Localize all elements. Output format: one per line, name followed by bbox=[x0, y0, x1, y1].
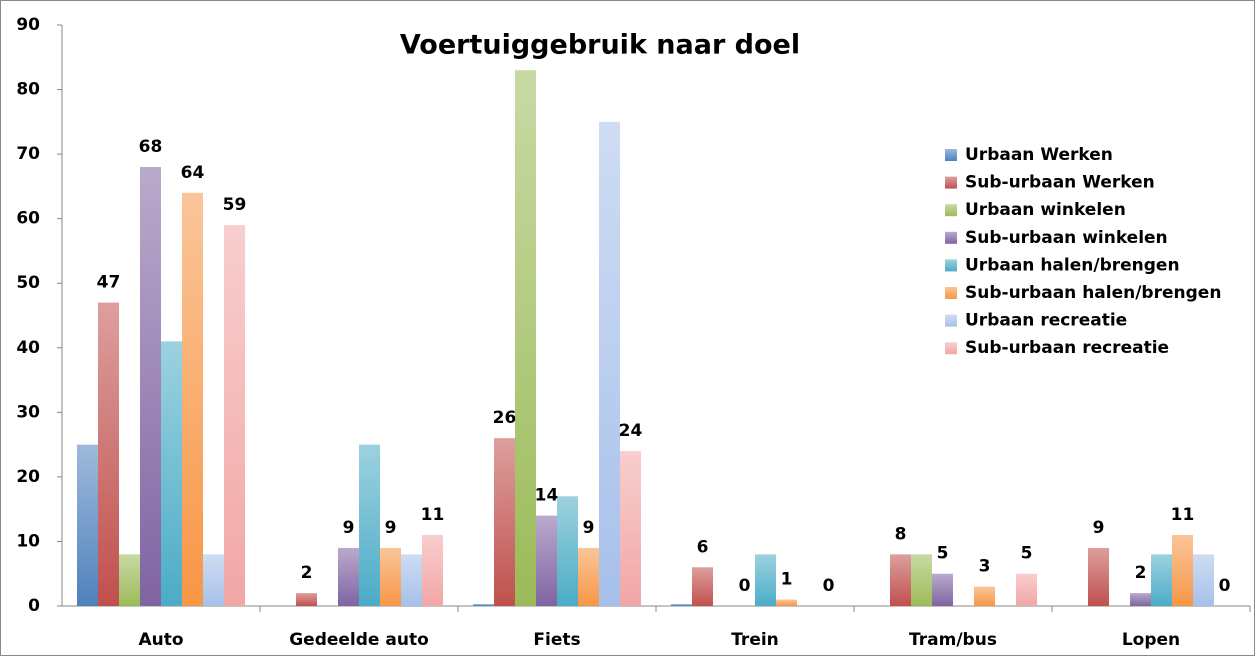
data-label: 9 bbox=[1093, 518, 1105, 538]
data-label: 0 bbox=[739, 576, 751, 596]
data-label: 47 bbox=[97, 273, 121, 293]
x-tick-label: Gedeelde auto bbox=[289, 630, 429, 650]
data-label: 2 bbox=[1135, 563, 1147, 583]
data-label: 9 bbox=[583, 518, 595, 538]
bar bbox=[359, 444, 380, 606]
bar bbox=[911, 554, 932, 606]
data-label: 11 bbox=[421, 505, 445, 525]
legend-swatch bbox=[945, 342, 957, 355]
data-label: 68 bbox=[139, 137, 163, 157]
data-label: 26 bbox=[493, 408, 517, 428]
y-tick-label: 60 bbox=[16, 209, 40, 229]
data-label: 1 bbox=[781, 570, 793, 590]
data-label: 6 bbox=[697, 537, 709, 557]
bar bbox=[974, 586, 995, 606]
bar bbox=[77, 444, 98, 606]
bar bbox=[1016, 573, 1037, 606]
legend-swatch bbox=[945, 149, 957, 161]
bar bbox=[515, 70, 536, 606]
data-label: 64 bbox=[181, 163, 205, 183]
x-tick-label: Trein bbox=[731, 630, 779, 650]
bar bbox=[182, 192, 203, 606]
x-tick-label: Tram/bus bbox=[909, 630, 997, 650]
bar bbox=[494, 438, 515, 606]
data-label: 0 bbox=[1219, 576, 1231, 596]
bar bbox=[338, 547, 359, 606]
data-label: 11 bbox=[1171, 505, 1195, 525]
bar bbox=[473, 604, 494, 606]
bar bbox=[161, 341, 182, 606]
bar bbox=[620, 451, 641, 606]
legend-label: Urbaan halen/brengen bbox=[965, 255, 1180, 275]
x-tick-label: Auto bbox=[138, 630, 183, 650]
y-tick-label: 40 bbox=[16, 338, 40, 358]
legend-swatch bbox=[945, 314, 957, 327]
data-label: 24 bbox=[619, 421, 643, 441]
y-tick-label: 90 bbox=[16, 15, 40, 35]
data-label: 3 bbox=[979, 557, 991, 577]
bar bbox=[776, 599, 797, 606]
data-label: 9 bbox=[343, 518, 355, 538]
y-tick-label: 70 bbox=[16, 144, 40, 164]
x-tick-label: Lopen bbox=[1122, 630, 1180, 650]
bar bbox=[140, 167, 161, 606]
x-tick-label: Fiets bbox=[533, 630, 580, 650]
bar bbox=[536, 515, 557, 606]
bar bbox=[1151, 554, 1172, 606]
bar bbox=[599, 121, 620, 606]
bar bbox=[671, 604, 692, 606]
bar bbox=[1172, 534, 1193, 606]
legend-swatch bbox=[945, 259, 957, 272]
data-label: 59 bbox=[223, 195, 247, 215]
bar bbox=[422, 534, 443, 606]
legend-swatch bbox=[945, 231, 957, 244]
data-label: 14 bbox=[535, 486, 559, 506]
data-label: 2 bbox=[301, 563, 313, 583]
y-tick-label: 10 bbox=[16, 531, 40, 551]
bar bbox=[755, 554, 776, 606]
data-label: 0 bbox=[823, 576, 835, 596]
bar bbox=[296, 593, 317, 606]
legend-label: Sub-urbaan Werken bbox=[965, 173, 1155, 193]
bar bbox=[224, 225, 245, 606]
chart-title: Voertuiggebruik naar doel bbox=[400, 30, 800, 61]
legend-label: Urbaan winkelen bbox=[965, 200, 1126, 220]
bar bbox=[557, 496, 578, 606]
legend-label: Sub-urbaan winkelen bbox=[965, 228, 1168, 248]
legend-swatch bbox=[945, 287, 957, 299]
data-label: 5 bbox=[937, 544, 949, 564]
bar bbox=[890, 554, 911, 606]
legend-swatch bbox=[945, 204, 957, 217]
bar bbox=[1193, 554, 1214, 606]
bar bbox=[1130, 593, 1151, 606]
legend-label: Urbaan recreatie bbox=[965, 311, 1127, 331]
bar bbox=[692, 567, 713, 606]
y-tick-label: 20 bbox=[16, 467, 40, 487]
bar bbox=[380, 547, 401, 606]
data-label: 9 bbox=[385, 518, 397, 538]
bar bbox=[119, 554, 140, 606]
legend-label: Sub-urbaan recreatie bbox=[965, 338, 1169, 358]
legend-label: Sub-urbaan halen/brengen bbox=[965, 283, 1221, 303]
legend-swatch bbox=[945, 176, 957, 189]
y-tick-label: 80 bbox=[16, 80, 40, 100]
data-label: 8 bbox=[895, 524, 907, 544]
bar bbox=[401, 554, 422, 606]
y-tick-label: 0 bbox=[28, 596, 40, 616]
bar bbox=[578, 547, 599, 606]
data-label: 5 bbox=[1021, 544, 1033, 564]
y-tick-label: 50 bbox=[16, 273, 40, 293]
y-tick-label: 30 bbox=[16, 402, 40, 422]
bar bbox=[203, 554, 224, 606]
bar bbox=[98, 302, 119, 606]
bar bbox=[1088, 547, 1109, 606]
bar bbox=[932, 573, 953, 606]
legend-label: Urbaan Werken bbox=[965, 145, 1113, 165]
